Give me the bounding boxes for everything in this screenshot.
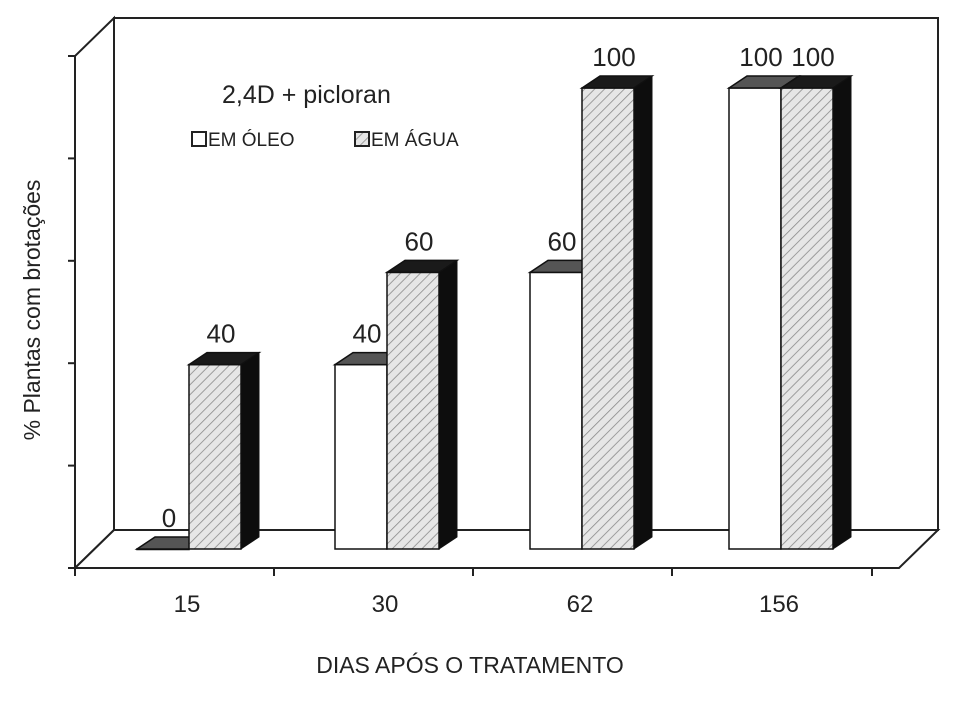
legend-swatch-em-oleo xyxy=(191,131,207,147)
x-axis-ticks xyxy=(74,568,873,576)
y-axis-ticks xyxy=(68,55,75,569)
x-tick-label: 30 xyxy=(372,591,399,618)
bar-em-água-30 xyxy=(384,259,460,550)
bar-front xyxy=(529,271,583,550)
legend-title: 2,4D + picloran xyxy=(222,81,391,109)
bar-front xyxy=(780,87,834,550)
bar-em-água-15 xyxy=(186,351,262,550)
x-tick-labels-group: 15 30 62 156 xyxy=(174,591,799,618)
data-label: 40 xyxy=(353,319,382,349)
bar-em-água-156 xyxy=(778,75,854,550)
data-label: 0 xyxy=(162,503,176,533)
y-axis-title: % Plantas com brotações xyxy=(19,180,45,441)
legend-label-em-oleo: EM ÓLEO xyxy=(208,129,295,151)
legend: 2,4D + picloran EM ÓLEO EM ÁGUA xyxy=(191,81,459,151)
bar-front xyxy=(728,87,782,550)
x-tick-label: 62 xyxy=(567,591,594,618)
bar-front xyxy=(334,363,388,550)
bar-em-água-62 xyxy=(579,75,655,550)
bar-front xyxy=(188,363,242,550)
data-label: 100 xyxy=(739,42,782,72)
bar-side xyxy=(633,75,653,550)
bar-side xyxy=(240,351,260,550)
bar-front xyxy=(581,87,635,550)
x-axis-title: DIAS APÓS O TRATAMENTO xyxy=(316,652,624,678)
bar-side xyxy=(832,75,852,550)
x-tick-label: 156 xyxy=(759,591,799,618)
data-labels-group: 0 40 40 60 60 100 100 100 xyxy=(162,42,835,533)
data-label: 100 xyxy=(592,42,635,72)
data-label: 60 xyxy=(548,226,577,256)
x-tick-label: 15 xyxy=(174,591,201,618)
legend-swatch-em-agua xyxy=(354,131,370,147)
data-label: 40 xyxy=(207,319,236,349)
bar-side xyxy=(438,259,458,550)
data-label: 100 xyxy=(791,42,834,72)
side-wall xyxy=(74,15,115,571)
bars-group xyxy=(134,75,854,551)
bar-front xyxy=(386,271,440,550)
data-label: 60 xyxy=(405,226,434,256)
legend-label-em-agua: EM ÁGUA xyxy=(371,130,459,151)
